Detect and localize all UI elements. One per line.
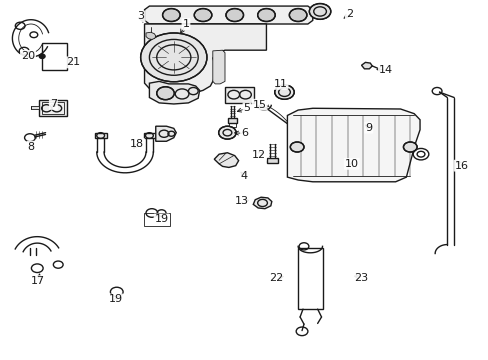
Text: 1: 1 [182, 19, 189, 29]
Text: 7: 7 [50, 99, 57, 109]
Polygon shape [287, 108, 419, 182]
Polygon shape [149, 81, 199, 104]
Polygon shape [156, 126, 176, 141]
Polygon shape [361, 62, 371, 69]
Text: 17: 17 [31, 276, 45, 286]
Circle shape [309, 4, 330, 19]
Circle shape [30, 32, 38, 38]
Polygon shape [144, 6, 312, 24]
Text: 16: 16 [453, 161, 468, 171]
Circle shape [39, 54, 45, 58]
Text: 4: 4 [241, 171, 247, 181]
Text: 10: 10 [344, 159, 358, 169]
Circle shape [403, 142, 416, 152]
Text: 22: 22 [269, 273, 283, 283]
Polygon shape [146, 32, 156, 40]
Text: 6: 6 [241, 129, 247, 138]
Text: 12: 12 [251, 150, 265, 160]
Polygon shape [253, 197, 271, 209]
Text: 15: 15 [252, 100, 266, 110]
Polygon shape [144, 24, 266, 95]
Polygon shape [95, 133, 107, 138]
Circle shape [194, 9, 211, 22]
Circle shape [257, 9, 275, 22]
Text: 19: 19 [154, 215, 168, 224]
Polygon shape [267, 158, 277, 163]
Circle shape [274, 85, 294, 99]
Polygon shape [143, 133, 156, 138]
Text: 9: 9 [365, 123, 372, 132]
Text: 19: 19 [108, 294, 122, 305]
Text: 18: 18 [130, 139, 144, 149]
Polygon shape [39, 100, 67, 116]
Text: 20: 20 [21, 51, 35, 61]
Polygon shape [224, 87, 254, 103]
Polygon shape [212, 50, 224, 84]
Circle shape [218, 126, 236, 139]
Text: 14: 14 [378, 64, 392, 75]
Polygon shape [228, 118, 236, 123]
Polygon shape [214, 153, 238, 167]
Text: 8: 8 [27, 141, 35, 152]
Polygon shape [31, 106, 39, 109]
Polygon shape [351, 114, 370, 126]
Circle shape [289, 9, 306, 22]
Circle shape [157, 87, 174, 100]
Text: 5: 5 [243, 103, 250, 113]
Text: 23: 23 [354, 273, 368, 283]
Text: 11: 11 [273, 79, 287, 89]
Circle shape [141, 33, 206, 82]
Text: 13: 13 [235, 196, 248, 206]
Text: 2: 2 [345, 9, 352, 19]
Text: 3: 3 [137, 12, 144, 22]
Polygon shape [144, 24, 266, 28]
Circle shape [290, 142, 304, 152]
Circle shape [162, 9, 180, 22]
Circle shape [225, 9, 243, 22]
Text: 21: 21 [66, 57, 80, 67]
